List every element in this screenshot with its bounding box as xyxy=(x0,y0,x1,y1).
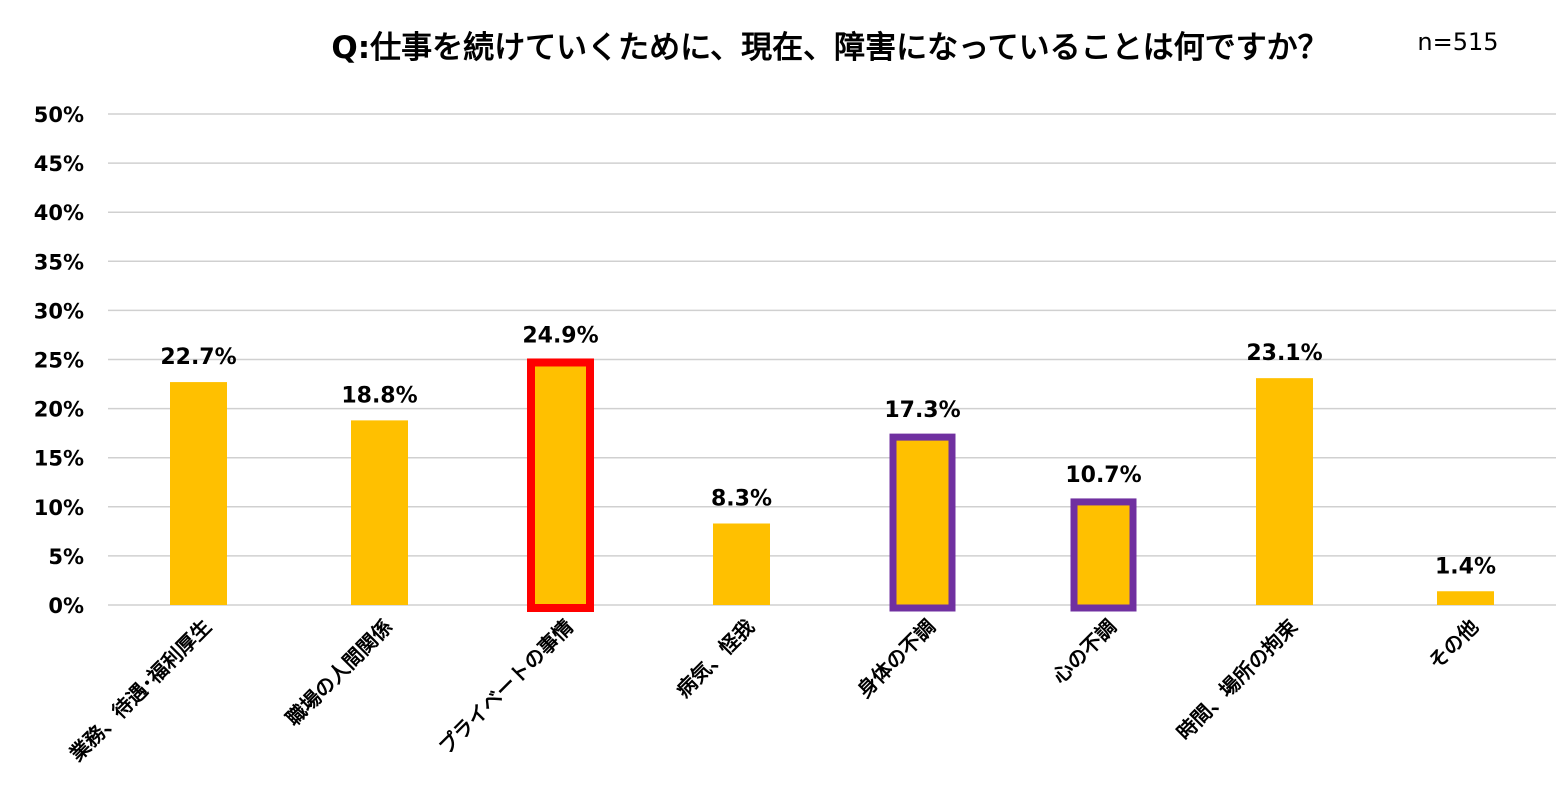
sample-size-label: n=515 xyxy=(1417,28,1498,56)
y-tick-label: 10% xyxy=(34,496,84,520)
bar xyxy=(1075,499,1132,605)
bars xyxy=(170,358,1494,612)
x-axis: 業務、待遇･福利厚生 職場の人間関係 プライベートの事情 病気、怪我 身体の不調 心の不調… xyxy=(65,614,1483,766)
x-tick-label: 職場の人間関係 xyxy=(281,615,397,731)
bar xyxy=(170,382,227,605)
x-tick-label: 時間、場所の拘束 xyxy=(1172,614,1303,745)
y-tick-label: 20% xyxy=(34,398,84,422)
data-label: 10.7% xyxy=(1065,463,1141,488)
highlight-outline xyxy=(527,358,594,612)
x-tick-label: 業務、待遇･福利厚生 xyxy=(65,615,216,766)
x-tick-label: 身体の不調 xyxy=(852,615,940,703)
bar xyxy=(1256,378,1313,605)
bar xyxy=(1437,591,1494,605)
bar xyxy=(713,523,770,605)
data-label: 24.9% xyxy=(522,323,598,348)
chart-title: Q:仕事を続けていくために、現在、障害になっていることは何ですか？ xyxy=(331,30,1328,66)
y-tick-label: 5% xyxy=(48,545,84,569)
x-tick-label: その他 xyxy=(1424,615,1483,674)
data-label: 17.3% xyxy=(884,398,960,423)
y-tick-label: 0% xyxy=(48,594,84,618)
y-tick-label: 25% xyxy=(34,349,84,373)
data-label: 22.7% xyxy=(160,345,236,370)
data-label: 18.8% xyxy=(341,383,417,408)
x-tick-label: 病気、怪我 xyxy=(671,615,759,703)
data-label: 8.3% xyxy=(711,486,772,511)
y-tick-label: 35% xyxy=(34,250,84,274)
x-tick-label: プライベートの事情 xyxy=(434,615,578,759)
y-tick-label: 50% xyxy=(34,103,84,127)
x-tick-label: 心の不調 xyxy=(1047,615,1121,689)
highlight-outline xyxy=(889,433,956,612)
highlight-outline xyxy=(1070,498,1137,612)
grid-lines xyxy=(108,113,1556,606)
data-label: 1.4% xyxy=(1435,554,1496,579)
bar xyxy=(532,360,589,605)
y-tick-label: 15% xyxy=(34,447,84,471)
y-tick-label: 40% xyxy=(34,201,84,225)
y-tick-label: 30% xyxy=(34,299,84,323)
bar xyxy=(894,435,951,605)
data-label: 23.1% xyxy=(1246,341,1322,366)
bar xyxy=(351,420,408,605)
y-axis: 0% 5% 10% 15% 20% 25% 30% 35% 40% 45% 50% xyxy=(34,103,84,618)
data-labels: 22.7% 18.8% 24.9% 8.3% 17.3% 10.7% 23.1% 1.4% xyxy=(160,323,1496,579)
y-tick-label: 45% xyxy=(34,152,84,176)
